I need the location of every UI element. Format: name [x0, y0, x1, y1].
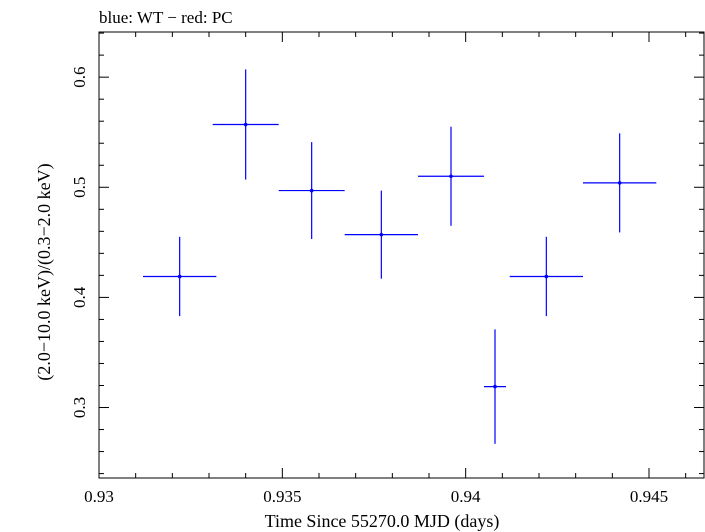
point-marker: [493, 384, 497, 389]
data-point: [344, 190, 418, 279]
point-marker: [309, 188, 314, 193]
y-tick-label: 0.5: [70, 177, 89, 198]
data-point: [583, 133, 657, 233]
y-tick-label: 0.6: [70, 67, 89, 88]
axis-ticks: 0.93 0.935 0.94 0.945 0.3 0.4 0.5 0.6: [70, 32, 704, 506]
data-point: [278, 142, 345, 240]
data-point: [212, 69, 279, 180]
y-tick-label: 0.4: [70, 286, 89, 308]
point-marker: [617, 181, 622, 185]
x-tick-label: 0.93: [84, 487, 114, 506]
x-axis-label: Time Since 55270.0 MJD (days): [265, 511, 500, 532]
x-tick-label: 0.935: [263, 487, 301, 506]
y-axis-label: (2.0−10.0 keV)/(0.3−2.0 keV): [34, 163, 55, 380]
point-marker: [544, 274, 549, 279]
point-marker: [449, 174, 453, 179]
chart-title: blue: WT − red: PC: [99, 8, 233, 27]
x-tick-label: 0.94: [451, 487, 481, 506]
data-point: [418, 126, 484, 226]
plot-frame: [98, 31, 705, 479]
point-marker: [177, 274, 182, 279]
y-tick-label: 0.3: [70, 397, 89, 418]
data-point: [509, 236, 583, 317]
data-points: [143, 69, 657, 444]
data-point: [484, 329, 506, 444]
point-marker: [243, 122, 248, 127]
data-point: [143, 236, 217, 317]
x-tick-label: 0.945: [630, 487, 668, 506]
point-marker: [379, 232, 384, 237]
